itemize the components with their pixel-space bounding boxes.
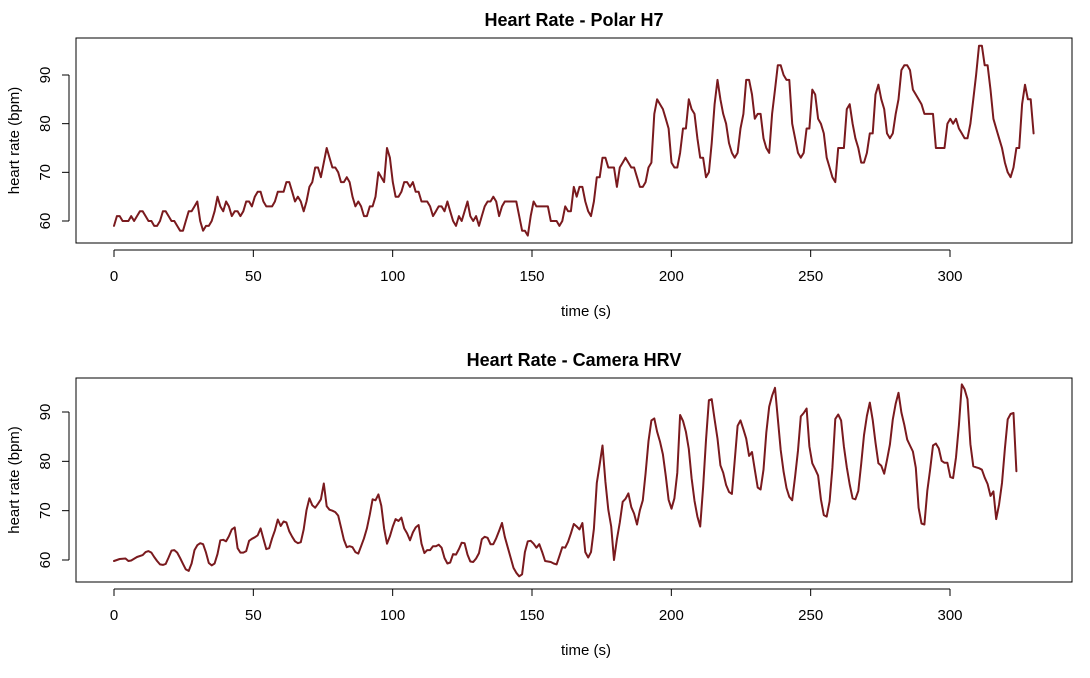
- x-tick-label: 300: [937, 607, 962, 624]
- x-tick-label: 150: [519, 607, 544, 624]
- x-tick-label: 50: [245, 268, 262, 285]
- y-tick-label: 60: [37, 213, 54, 230]
- x-tick-label: 250: [798, 607, 823, 624]
- y-tick-label: 90: [37, 404, 54, 421]
- y-axis-label: heart rate (bpm): [6, 426, 23, 534]
- series-line-0: [113, 44, 1035, 237]
- chart-panel-0: Heart Rate - Polar H7 0 50 100 150 200 250 300 6…: [6, 10, 1073, 320]
- x-tick-label: 300: [937, 268, 962, 285]
- x-tick-label: 100: [380, 607, 405, 624]
- chart-panel-1: Heart Rate - Camera HRV 0 50 100 150 200 250 30…: [6, 350, 1073, 659]
- x-tick-label: 250: [798, 268, 823, 285]
- x-tick-label: 0: [110, 607, 118, 624]
- x-tick-label: 200: [659, 268, 684, 285]
- x-axis-label: time (s): [561, 642, 611, 659]
- plot-frame: [75, 377, 1073, 583]
- series-line-0: [113, 383, 1018, 578]
- plot-frame: [75, 37, 1073, 244]
- x-tick-label: 150: [519, 268, 544, 285]
- y-tick-label: 70: [37, 502, 54, 519]
- y-tick-label: 90: [37, 67, 54, 84]
- y-tick-label: 70: [37, 164, 54, 181]
- x-tick-label: 200: [659, 607, 684, 624]
- y-axis-label: heart rate (bpm): [6, 87, 23, 195]
- y-tick-label: 60: [37, 552, 54, 569]
- chart-title: Heart Rate - Polar H7: [484, 10, 663, 30]
- y-tick-label: 80: [37, 115, 54, 132]
- chart-title: Heart Rate - Camera HRV: [467, 350, 682, 370]
- x-tick-label: 100: [380, 268, 405, 285]
- x-axis-label: time (s): [561, 303, 611, 320]
- x-tick-label: 50: [245, 607, 262, 624]
- x-tick-label: 0: [110, 268, 118, 285]
- y-tick-label: 80: [37, 453, 54, 470]
